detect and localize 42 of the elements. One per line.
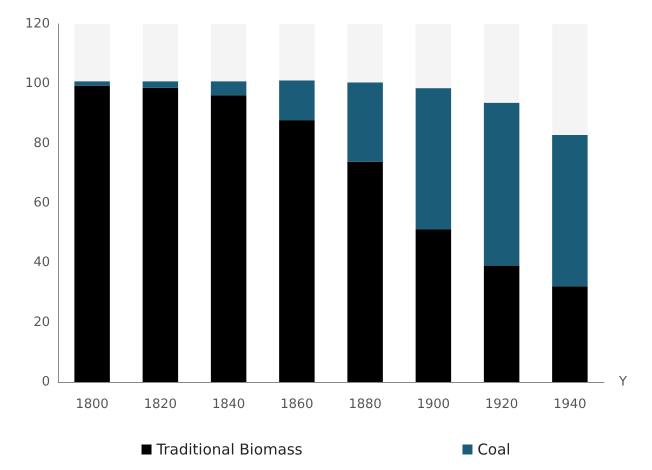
bar [142, 24, 178, 82]
y-tick-label: 20 [33, 314, 50, 330]
x-tick-label: 1800 [76, 397, 109, 412]
bar [552, 286, 588, 382]
y-tick-label: 80 [33, 136, 50, 151]
legend-label: Traditional Biomass [156, 440, 303, 458]
x-tick-label: 1880 [348, 397, 382, 412]
bar [484, 266, 520, 382]
bar [142, 81, 178, 88]
x-tick-label: 1920 [485, 397, 518, 412]
y-tick-label: 120 [25, 16, 50, 32]
y-tick-label: 40 [33, 255, 50, 270]
legend-label: Coal [477, 440, 510, 458]
bar [347, 82, 383, 162]
bar [279, 80, 315, 120]
bar [347, 162, 383, 382]
x-tick-label: 1860 [280, 397, 314, 412]
bar [279, 24, 315, 80]
bar [552, 134, 588, 286]
bar [210, 81, 246, 96]
bar [416, 230, 452, 382]
x-tick-label: 1840 [212, 397, 246, 412]
bar [74, 24, 110, 82]
bar [484, 102, 520, 266]
bar [484, 24, 520, 103]
y-tick-label: 0 [42, 374, 50, 390]
bar [74, 86, 110, 382]
bar [552, 24, 588, 135]
bar [279, 120, 315, 382]
bar [416, 88, 452, 230]
bar [416, 24, 452, 88]
y-tick-label: 100 [25, 76, 50, 92]
x-tick-label: 1900 [416, 397, 450, 412]
x-tick-label: 1820 [144, 397, 177, 412]
bar [74, 81, 110, 86]
x-tick-label: 1940 [553, 397, 586, 412]
y-tick-label: 60 [33, 196, 50, 210]
x-axis-title: Y [618, 374, 627, 390]
bar [210, 95, 246, 382]
bar [210, 24, 246, 82]
bar [142, 88, 178, 382]
bar [347, 24, 383, 82]
